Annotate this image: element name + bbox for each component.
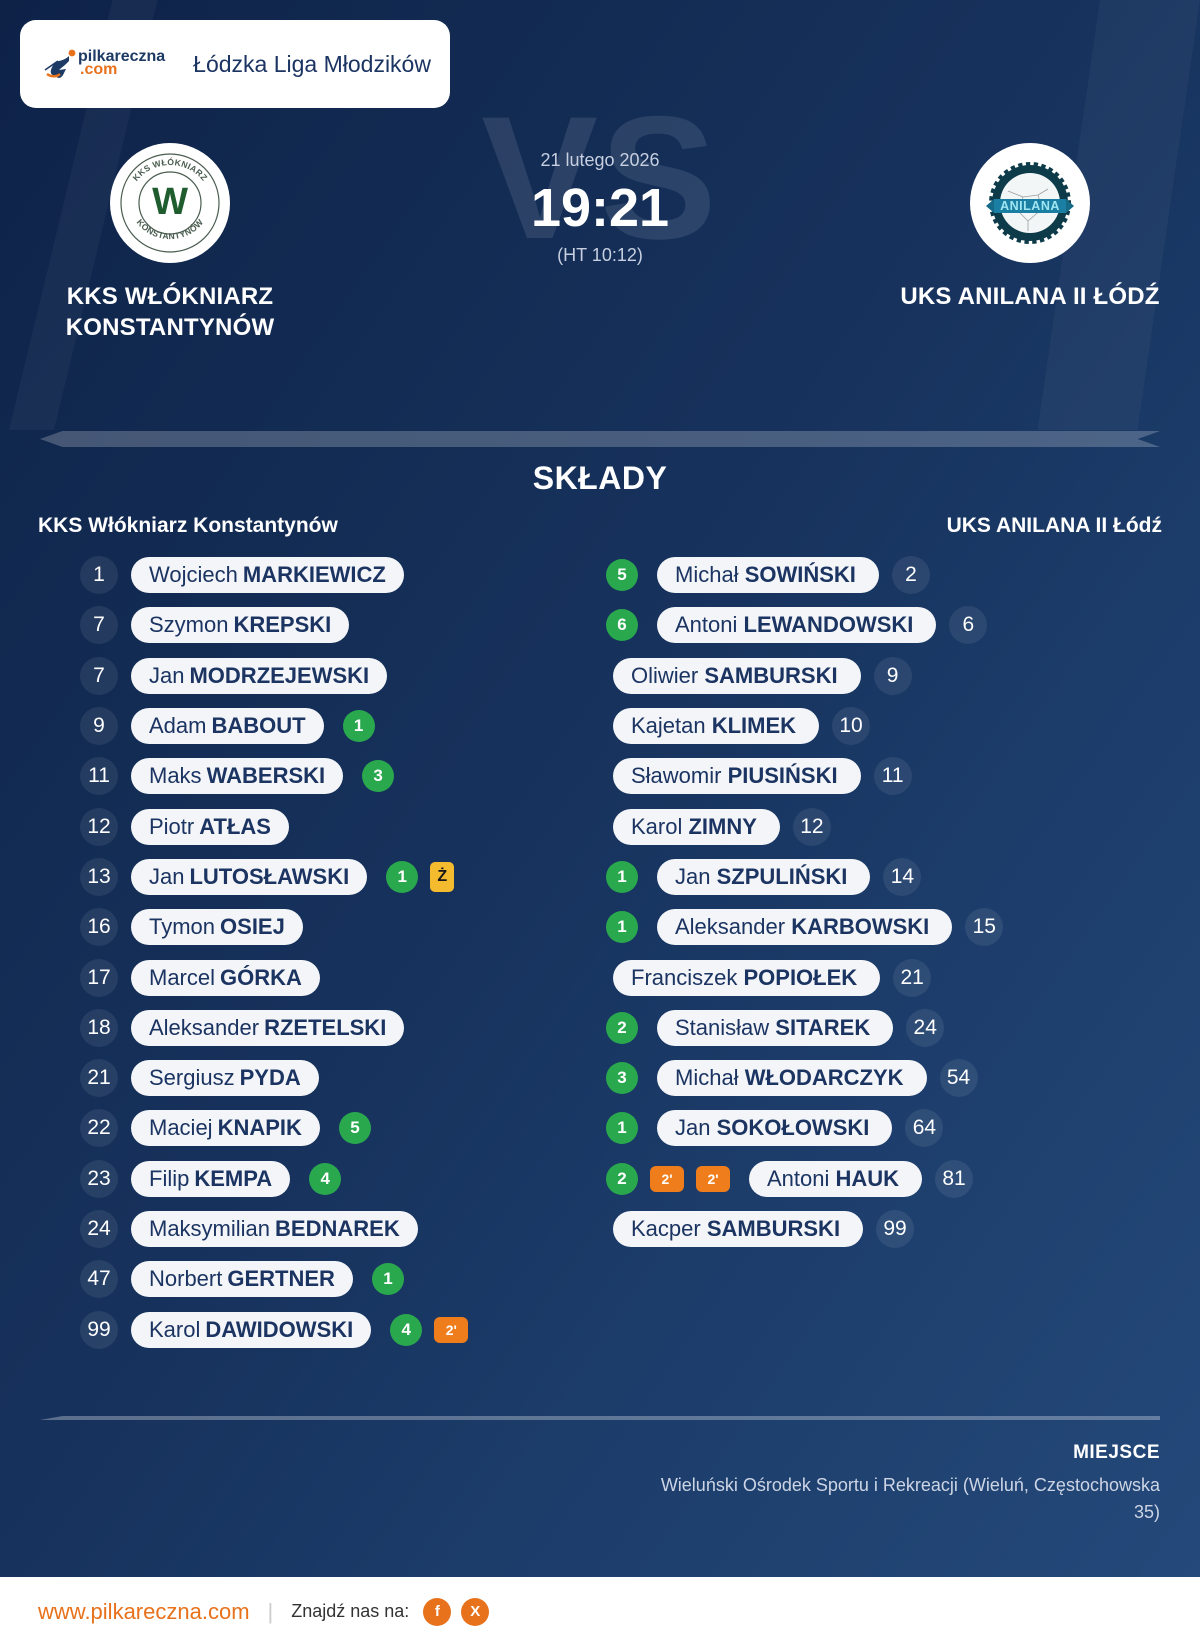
svg-text:KKS WŁÓKNIARZ: KKS WŁÓKNIARZ xyxy=(131,156,210,183)
svg-text:ANILANA: ANILANA xyxy=(1000,199,1060,213)
svg-text:W: W xyxy=(152,181,188,223)
